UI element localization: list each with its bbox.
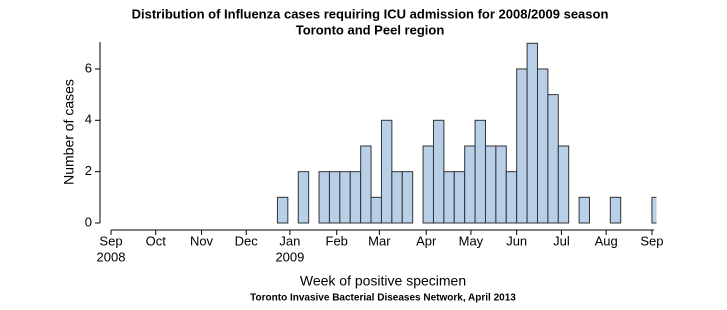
x-tick-label: Jul bbox=[553, 233, 570, 248]
x-tick-label: Aug bbox=[595, 233, 618, 248]
x-tick-label: Sep bbox=[640, 233, 663, 248]
y-tick-label: 6 bbox=[85, 60, 92, 75]
bar bbox=[422, 145, 434, 224]
bar bbox=[276, 196, 289, 224]
bar bbox=[318, 171, 330, 224]
chart-subtitle: Toronto and Peel region bbox=[296, 22, 445, 37]
x-tick-label: Oct bbox=[146, 233, 167, 248]
bar bbox=[484, 145, 497, 224]
plot-area bbox=[276, 42, 657, 224]
bar bbox=[516, 68, 528, 224]
bar bbox=[349, 171, 362, 224]
x-year-label: 2008 bbox=[97, 249, 126, 264]
bar bbox=[328, 171, 341, 224]
bar bbox=[536, 68, 549, 224]
x-tick-label: Jun bbox=[506, 233, 527, 248]
bar bbox=[495, 145, 507, 224]
bar bbox=[432, 119, 445, 224]
bar bbox=[651, 196, 657, 224]
bar bbox=[380, 119, 393, 224]
x-tick-label: Jan bbox=[279, 233, 300, 248]
bar bbox=[526, 42, 538, 224]
x-tick-label: Sep bbox=[99, 233, 122, 248]
bar bbox=[391, 171, 403, 224]
y-tick-label: 2 bbox=[85, 163, 92, 178]
bar bbox=[557, 145, 570, 224]
bar bbox=[505, 171, 518, 224]
bar bbox=[297, 171, 310, 224]
bar bbox=[609, 196, 622, 224]
x-tick-label: Feb bbox=[326, 233, 348, 248]
footer: Toronto Invasive Bacterial Diseases Netw… bbox=[250, 293, 516, 304]
x-tick-label: Apr bbox=[416, 233, 437, 248]
x-tick-label: Dec bbox=[235, 233, 259, 248]
bar bbox=[339, 171, 351, 224]
bar bbox=[401, 171, 414, 224]
y-axis-title: Number of cases bbox=[61, 79, 77, 185]
bar bbox=[370, 196, 382, 224]
x-tick-label: Nov bbox=[190, 233, 214, 248]
y-tick-label: 4 bbox=[85, 112, 92, 127]
x-axis-title: Week of positive specimen bbox=[300, 273, 466, 289]
y-tick-label: 0 bbox=[85, 214, 92, 229]
x-year-label: 2009 bbox=[275, 249, 304, 264]
bar bbox=[453, 171, 466, 224]
bar bbox=[464, 145, 476, 224]
bar bbox=[474, 119, 486, 224]
x-tick-label: May bbox=[459, 233, 484, 248]
bar bbox=[443, 171, 455, 224]
x-tick-label: Mar bbox=[368, 233, 391, 248]
chart-title: Distribution of Influenza cases requirin… bbox=[132, 6, 609, 21]
bar bbox=[547, 94, 559, 224]
bar bbox=[360, 145, 372, 224]
bar bbox=[578, 196, 591, 224]
